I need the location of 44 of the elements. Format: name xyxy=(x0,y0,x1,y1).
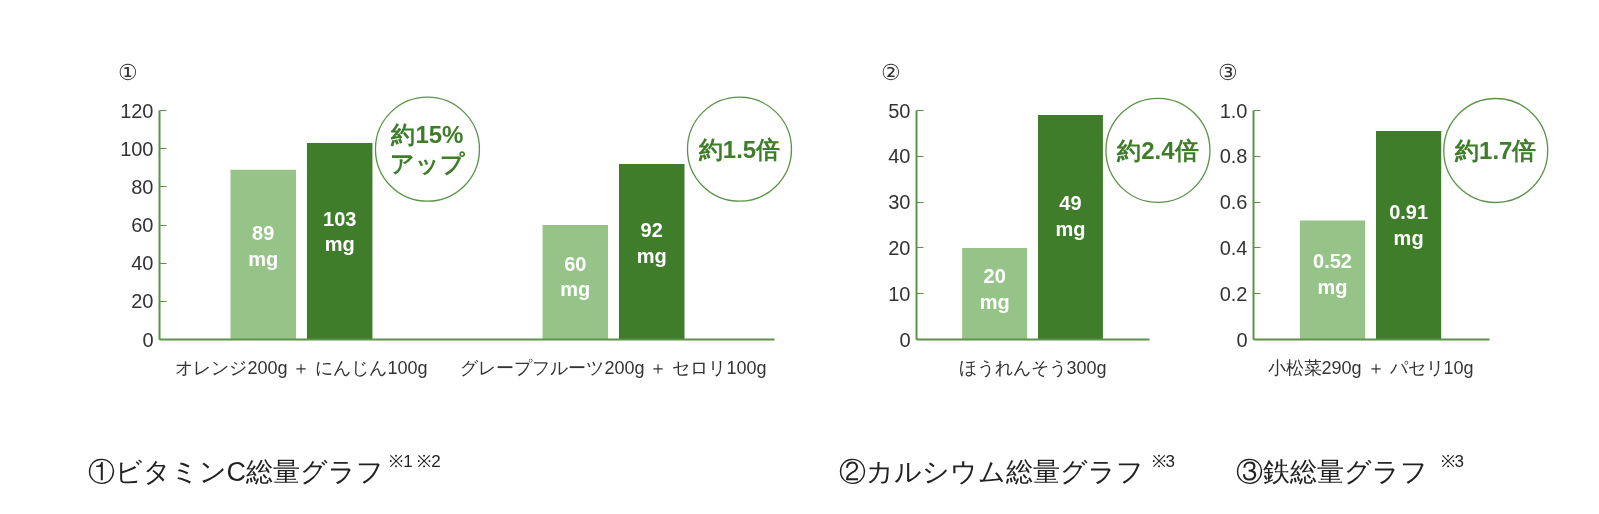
y-tick-label: 0 xyxy=(899,328,911,351)
annotation: 約15% アップ xyxy=(389,121,466,177)
bar xyxy=(618,163,685,340)
chart-title: ① xyxy=(117,59,138,85)
data-label: 92 mg xyxy=(636,219,667,267)
y-tick-label: 40 xyxy=(131,252,154,275)
y-tick-label: 120 xyxy=(120,99,154,122)
annotation: 約1.5倍 xyxy=(697,135,781,163)
text: ②カルシウム総量グラフ ※3 xyxy=(838,452,1175,487)
y-tick-label: 10 xyxy=(888,282,911,305)
bar xyxy=(306,142,373,340)
text: 約1.7倍 xyxy=(1454,137,1537,164)
y-tick-label: 60 xyxy=(131,214,154,236)
y-tick-label: 1.0 xyxy=(1219,99,1248,122)
x-tick-label: ほうれんそう300g xyxy=(958,357,1107,378)
chart-title: ② xyxy=(880,59,901,85)
y-tick-label: 50 xyxy=(888,99,911,122)
bar xyxy=(230,169,297,340)
y-tick-label: 0 xyxy=(142,328,154,351)
text: ③鉄総量グラフ ※3 xyxy=(1235,452,1464,487)
data-label: 60 mg xyxy=(560,252,591,301)
data-label: 103 mg xyxy=(323,207,357,256)
y-tick-label: 20 xyxy=(888,236,911,259)
chart-title: ③ xyxy=(1217,59,1238,85)
y-tick-label: 0 xyxy=(1236,328,1248,351)
x-tick-label: グレープフルーツ200g ＋ セロリ100g xyxy=(460,357,767,378)
y-tick-label: 30 xyxy=(888,191,911,214)
y-tick-label: 80 xyxy=(131,175,154,198)
data-label: 89 mg xyxy=(248,222,279,270)
x-tick-label: 小松菜290g ＋ パセリ10g xyxy=(1267,357,1474,378)
x-tick-label: オレンジ200g ＋ にんじん100g xyxy=(175,357,428,378)
data-label: 0.91 mg xyxy=(1389,201,1429,249)
bar xyxy=(542,225,609,340)
y-tick-label: 100 xyxy=(120,137,154,160)
y-tick-label: 0.2 xyxy=(1219,282,1248,305)
y-tick-label: 0.4 xyxy=(1219,236,1248,259)
text: 約2.4倍 xyxy=(1116,136,1199,164)
data-label: 49 mg xyxy=(1055,192,1086,240)
y-tick-label: 0.8 xyxy=(1219,145,1248,168)
data-label: 0.52 mg xyxy=(1313,250,1352,298)
y-tick-label: 20 xyxy=(131,290,154,313)
y-tick-label: 40 xyxy=(888,145,911,168)
data-label: 20 mg xyxy=(979,265,1010,313)
y-tick-label: 0.6 xyxy=(1219,191,1248,214)
